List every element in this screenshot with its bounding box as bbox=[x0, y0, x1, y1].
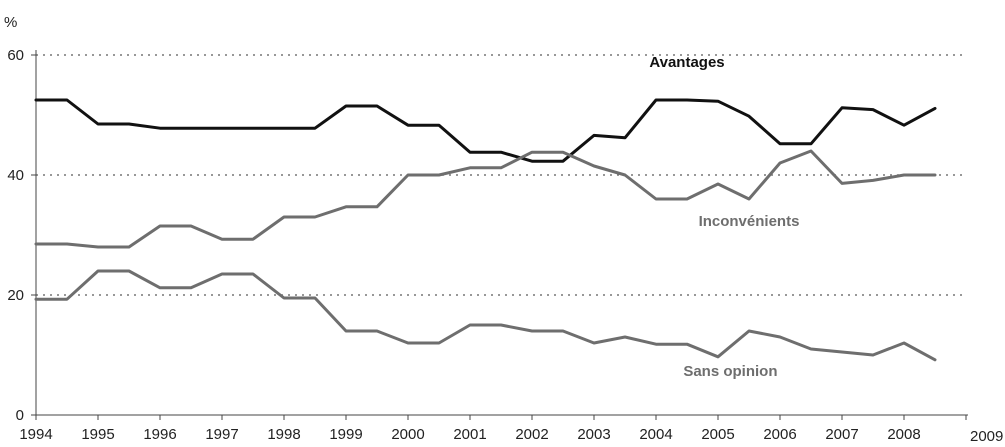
series-lines bbox=[34, 98, 937, 362]
x-tick-label: 1995 bbox=[81, 426, 114, 443]
x-tick-label: 2004 bbox=[639, 426, 672, 443]
x-tick-label: 2005 bbox=[701, 426, 734, 443]
y-tick-labels: 0 20 40 60 bbox=[7, 47, 36, 424]
y-tick-label: 60 bbox=[7, 47, 24, 64]
x-tick-label: 1996 bbox=[143, 426, 176, 443]
x-tick-label: 1997 bbox=[205, 426, 238, 443]
x-tick-label: 2003 bbox=[577, 426, 610, 443]
axes bbox=[35, 50, 968, 416]
x-tick-labels: 1994 1995 1996 1997 1998 1999 2000 2001 2002 2003… bbox=[19, 415, 1003, 445]
series-label: Avantages bbox=[649, 54, 724, 71]
x-tick-label: 1998 bbox=[267, 426, 300, 443]
series-label: Inconvénients bbox=[699, 213, 800, 230]
series-line-sans-opinion bbox=[34, 269, 937, 362]
y-unit-label: % bbox=[4, 14, 17, 31]
x-tick-label: 2000 bbox=[391, 426, 424, 443]
series-line-avantages bbox=[34, 98, 937, 163]
y-tick-label: 20 bbox=[7, 287, 24, 304]
x-tick-label: 2006 bbox=[763, 426, 796, 443]
x-tick-label: 2007 bbox=[825, 426, 858, 443]
y-tick-label: 40 bbox=[7, 167, 24, 184]
gridlines bbox=[36, 54, 966, 296]
x-tick-label: 1999 bbox=[329, 426, 362, 443]
x-tick-label: 2008 bbox=[887, 426, 920, 443]
x-tick-label: 2002 bbox=[515, 426, 548, 443]
series-label: Sans opinion bbox=[683, 363, 777, 380]
x-tick-label: 2001 bbox=[453, 426, 486, 443]
x-tick-label: 2009 bbox=[970, 428, 1003, 445]
series-line-inconvenients bbox=[34, 149, 937, 249]
series-labels: Avantages Inconvénients Sans opinion bbox=[649, 54, 799, 380]
x-tick-label: 1994 bbox=[19, 426, 52, 443]
y-tick-label: 0 bbox=[16, 407, 24, 424]
